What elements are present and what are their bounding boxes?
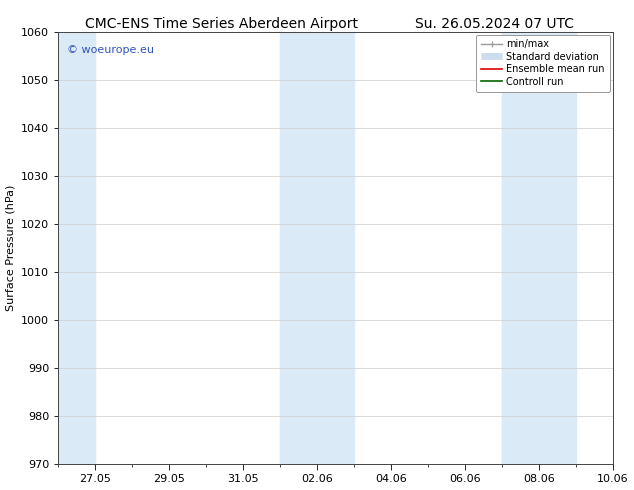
Legend: min/max, Standard deviation, Ensemble mean run, Controll run: min/max, Standard deviation, Ensemble me… <box>476 34 610 92</box>
Bar <box>58 32 95 464</box>
Y-axis label: Surface Pressure (hPa): Surface Pressure (hPa) <box>6 185 16 311</box>
Bar <box>280 32 354 464</box>
Bar <box>501 32 576 464</box>
Text: Su. 26.05.2024 07 UTC: Su. 26.05.2024 07 UTC <box>415 17 574 31</box>
Text: © woeurope.eu: © woeurope.eu <box>67 45 153 54</box>
Text: CMC-ENS Time Series Aberdeen Airport: CMC-ENS Time Series Aberdeen Airport <box>86 17 358 31</box>
